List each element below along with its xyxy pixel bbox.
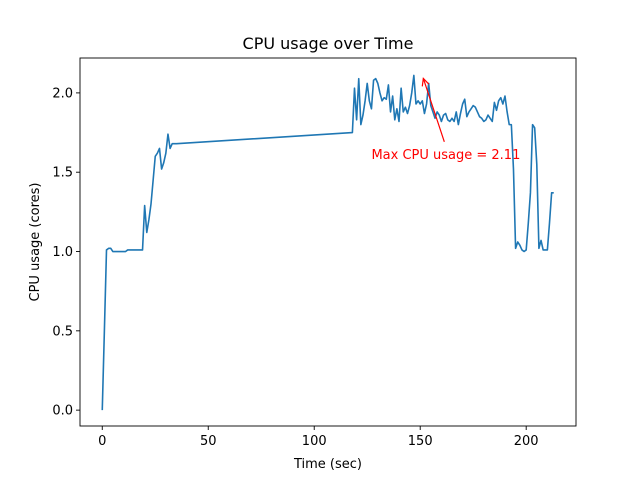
x-axis-label: Time (sec) xyxy=(293,457,362,472)
x-tick-label: 200 xyxy=(514,434,539,449)
annotation-arrowhead xyxy=(421,77,430,87)
series-line-0 xyxy=(101,74,554,411)
x-tick-label: 150 xyxy=(408,434,433,449)
x-tick-label: 50 xyxy=(200,434,217,449)
plot-area: 0 50 100 150 200 0.0 0.5 1.0 1.5 2.0 Max CPU usage… xyxy=(52,57,577,449)
y-tick-label: 1.5 xyxy=(52,166,73,181)
y-tick-label: 1.0 xyxy=(52,245,73,260)
axes-frame xyxy=(79,57,577,427)
y-tick-label: 0.5 xyxy=(52,324,73,339)
y-tick-label: 2.0 xyxy=(52,86,73,101)
x-tick-label: 100 xyxy=(302,434,327,449)
annotation-label: Max CPU usage = 2.11 xyxy=(371,148,520,163)
chart-title: CPU usage over Time xyxy=(243,34,414,53)
y-axis-label: CPU usage (cores) xyxy=(28,183,43,302)
x-tick-label: 0 xyxy=(98,434,106,449)
annotation-arrow xyxy=(422,78,445,142)
y-tick-label: 0.0 xyxy=(52,404,73,419)
